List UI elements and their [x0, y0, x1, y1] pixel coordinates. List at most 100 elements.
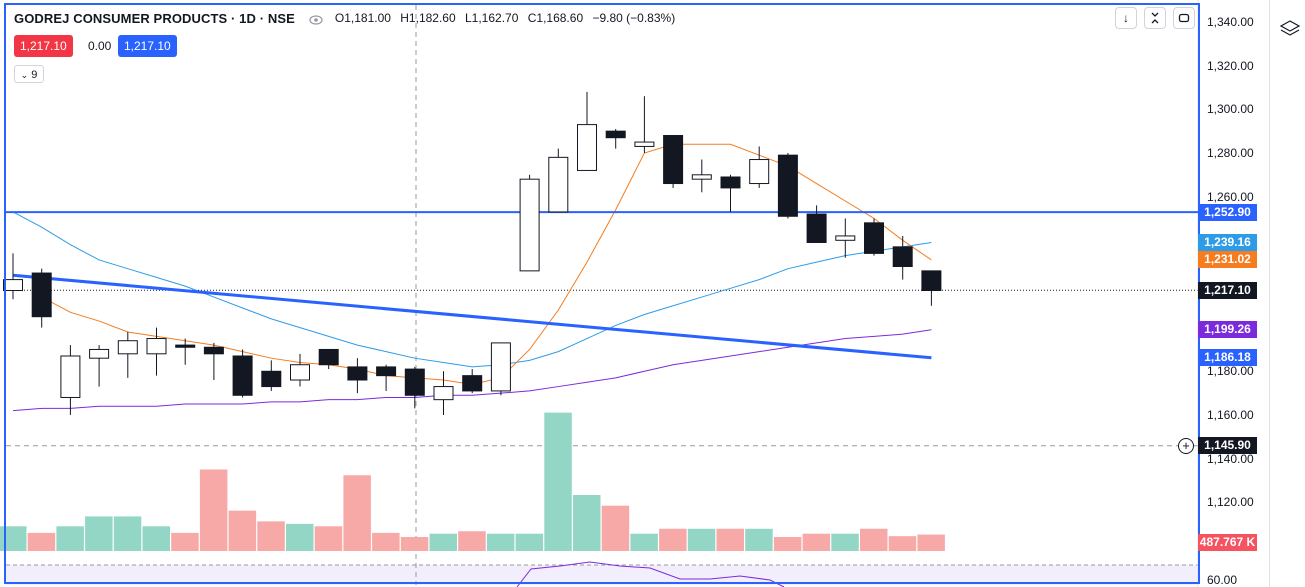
volume-bar — [0, 526, 27, 551]
collapse-button[interactable] — [1144, 7, 1166, 29]
chevron-down-icon: ⌄ — [20, 70, 29, 80]
candle-body — [261, 370, 282, 388]
close-value: C1,168.60 — [527, 11, 584, 25]
maximize-button[interactable] — [1173, 7, 1195, 29]
volume-bar — [343, 475, 371, 551]
candle-body — [806, 213, 827, 243]
volume-bar — [142, 526, 170, 551]
candle-body — [318, 348, 339, 366]
candle-body — [634, 141, 655, 147]
sidebar-divider — [1269, 0, 1270, 587]
volume-bar — [85, 516, 113, 551]
volume-bar — [257, 521, 285, 551]
candle-body — [490, 342, 511, 392]
moving-average-blue — [12, 211, 932, 368]
blue-ma-price-tag: 1,239.16 — [1198, 233, 1257, 251]
candle-body — [462, 375, 483, 392]
change-value: −9.80 (−0.83%) — [592, 11, 676, 25]
volume-bar — [659, 528, 687, 551]
volume-bar — [171, 532, 199, 551]
candle-body — [605, 130, 626, 139]
axis-tick-label: 1,140.00 — [1207, 451, 1254, 466]
ohlc-values: O1,181.00 H1,182.60 L1,162.70 C1,168.60 … — [335, 11, 681, 25]
layers-button[interactable] — [1279, 18, 1301, 45]
volume-bar — [630, 533, 658, 551]
low-value: L1,162.70 — [465, 11, 519, 25]
candle-body — [376, 366, 397, 377]
sell-button[interactable]: 1,217.10 — [14, 35, 73, 57]
maximize-icon — [1178, 13, 1190, 23]
scroll-to-bottom-button[interactable]: ↓ — [1115, 7, 1137, 29]
add-alert-icon[interactable]: + — [1178, 437, 1194, 454]
high-value: H1,182.60 — [400, 11, 456, 25]
last-price-tag: 1,217.10 — [1198, 281, 1257, 299]
volume-bar — [56, 526, 84, 551]
candle-body — [921, 270, 942, 292]
candle-body — [892, 246, 913, 267]
candle-body — [404, 368, 425, 396]
candle-body — [720, 176, 741, 189]
volume-bar — [716, 528, 744, 551]
candle-body — [117, 340, 138, 355]
candle-body — [146, 338, 167, 355]
volume-bar — [27, 532, 56, 551]
candle-body — [347, 366, 368, 381]
candle-body — [864, 222, 884, 254]
volume-bar — [773, 537, 802, 551]
volume-bar — [745, 528, 773, 551]
rsi-pane-background — [6, 565, 1198, 585]
candle-body — [577, 124, 597, 171]
volume-bar — [573, 495, 601, 551]
indicators-toggle[interactable]: ⌄ 9 — [14, 65, 44, 83]
volume-bar — [113, 516, 142, 551]
buy-button[interactable]: 1,217.10 — [118, 35, 177, 57]
candle-body — [749, 159, 770, 185]
volume-bar — [286, 523, 314, 551]
volume-bar — [601, 505, 630, 551]
candle-body — [433, 386, 454, 401]
volume-bar — [372, 532, 400, 551]
indicator-count: 9 — [31, 69, 38, 81]
axis-tick-label: 1,160.00 — [1207, 407, 1254, 422]
candle-body — [175, 344, 196, 348]
candle-body — [60, 355, 81, 398]
layers-icon — [1279, 20, 1301, 36]
candle-body — [3, 279, 23, 292]
volume-bar — [429, 533, 457, 551]
axis-tick-label: 60.00 — [1207, 573, 1238, 587]
trend-price-tag: 1,186.18 — [1198, 349, 1257, 367]
collapse-icon — [1151, 12, 1159, 24]
arrow-down-icon: ↓ — [1123, 11, 1129, 25]
symbol-title[interactable]: GODREJ CONSUMER PRODUCTS · 1D · NSE — [14, 10, 295, 26]
candle-body — [663, 135, 684, 185]
volume-tag: 487.767 K — [1198, 533, 1257, 551]
candle-body — [548, 156, 569, 213]
candle-body — [777, 154, 798, 217]
trend-line — [12, 273, 932, 360]
eye-icon[interactable] — [309, 13, 323, 25]
volume-bar — [860, 528, 888, 551]
volume-bar — [400, 537, 429, 551]
axis-tick-label: 1,320.00 — [1207, 58, 1254, 73]
crosshair-price-tag: 1,145.90 — [1198, 437, 1257, 455]
volume-bar — [199, 469, 228, 551]
axis-tick-label: 1,120.00 — [1207, 495, 1254, 510]
volume-bar — [458, 531, 486, 551]
axis-tick-label: 1,300.00 — [1207, 102, 1254, 117]
purple-ma-price-tag: 1,199.26 — [1198, 321, 1257, 339]
volume-bar — [888, 536, 917, 551]
volume-bar — [687, 528, 716, 551]
spread-value: 0.00 — [88, 39, 112, 53]
moving-average-orange — [41, 143, 932, 385]
symbol-header: GODREJ CONSUMER PRODUCTS · 1D · NSE O1,1… — [14, 9, 681, 27]
volume-bar — [314, 526, 343, 551]
candle-body — [203, 346, 224, 355]
volume-bar — [831, 533, 859, 551]
candle-body — [290, 364, 310, 381]
candle-body — [89, 348, 110, 359]
candle-body — [232, 355, 253, 396]
candle-body — [691, 174, 712, 180]
axis-tick-label: 1,280.00 — [1207, 145, 1254, 160]
